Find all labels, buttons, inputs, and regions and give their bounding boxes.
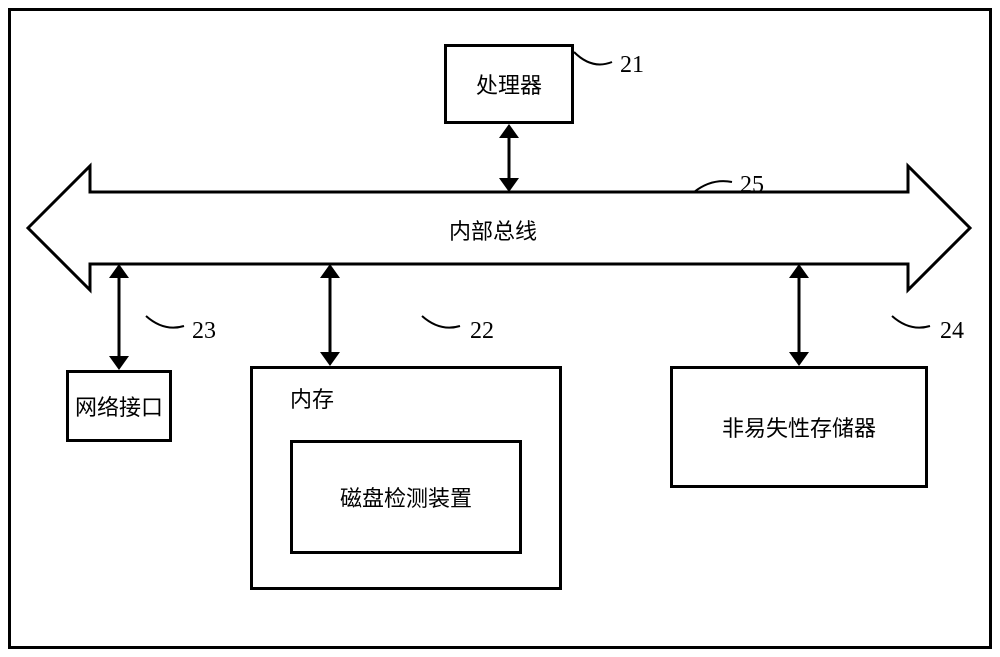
- processor-label: 处理器: [476, 68, 542, 100]
- ref-label-25: 25: [740, 172, 764, 199]
- network-interface-box: 网络接口: [66, 370, 172, 442]
- processor-box: 处理器: [444, 44, 574, 124]
- internal-bus-label: 内部总线: [449, 214, 537, 246]
- nonvolatile-memory-box: 非易失性存储器: [670, 366, 928, 488]
- ref-label-23: 23: [192, 318, 216, 345]
- ref-label-22: 22: [470, 318, 494, 345]
- ref-label-21: 21: [620, 52, 644, 79]
- memory-label: 内存: [290, 382, 334, 414]
- network-interface-label: 网络接口: [75, 390, 163, 422]
- nonvolatile-memory-label: 非易失性存储器: [722, 411, 876, 443]
- ref-label-24: 24: [940, 318, 964, 345]
- disk-detection-device-box: 磁盘检测装置: [290, 440, 522, 554]
- disk-detection-device-label: 磁盘检测装置: [340, 481, 472, 513]
